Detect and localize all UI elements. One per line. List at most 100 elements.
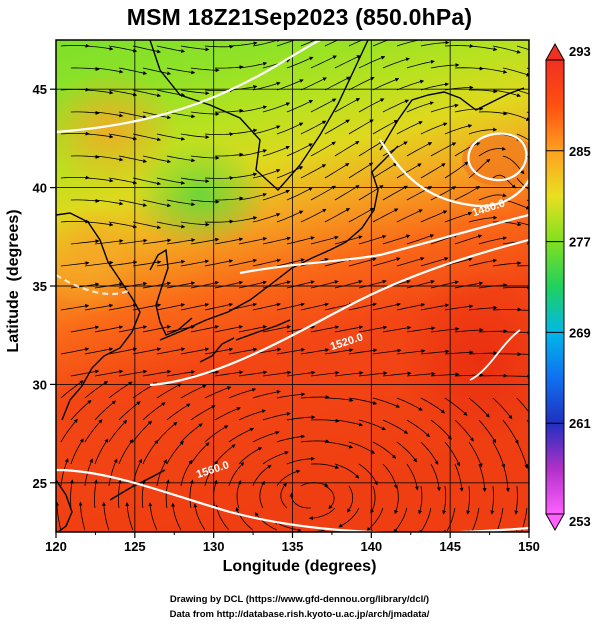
streamline [276,258,305,267]
colorbar-tick-label: 269 [569,325,591,340]
streamline [334,325,364,333]
streamline [348,208,375,223]
streamline [334,371,364,377]
streamline [276,210,304,223]
streamline [214,444,236,465]
streamline [444,161,469,179]
streamline [238,280,267,289]
streamline [372,40,390,47]
streamline [300,439,330,444]
streamline [84,419,103,443]
streamline [118,238,148,245]
streamline [180,133,210,140]
streamline [358,325,388,333]
streamline [204,302,234,311]
streamline [406,419,430,438]
streamline [276,79,304,91]
streamline [101,501,110,531]
streamline [468,158,491,179]
streamline [394,485,399,515]
streamline [142,402,166,421]
streamline [516,397,529,413]
streamline [492,441,506,469]
streamline [324,208,351,223]
streamline [468,127,498,135]
streamline [252,302,281,311]
y-axis: 25 30 35 40 45 [33,82,56,491]
streamline [228,427,255,443]
streamline [324,119,350,135]
streamline [358,371,388,377]
streamline [430,280,459,289]
streamline [189,479,194,509]
streamline [108,419,128,443]
streamline [84,303,114,311]
x-tick-label: 130 [203,539,225,554]
streamline [60,418,78,443]
height-contours [56,40,529,532]
streamline [118,439,134,465]
streamline [280,482,288,509]
streamline [430,63,460,69]
streamline [252,258,281,267]
streamline [142,281,172,289]
streamline [60,261,90,267]
streamline [358,141,384,157]
streamline [156,459,167,487]
streamline [180,459,193,487]
streamline [430,463,441,492]
streamline [180,259,210,267]
streamline [214,152,244,157]
streamline [132,177,162,186]
streamline [156,221,186,229]
streamline [478,193,507,201]
streamline [334,140,360,157]
colorbar-bottom-arrow [545,513,565,532]
streamline [347,485,354,513]
streamline [118,67,148,75]
streamline [180,347,210,355]
streamline [396,257,425,267]
streamline [444,304,474,311]
streamline [166,325,196,333]
streamline [166,281,196,289]
streamline [132,347,162,355]
streamline [108,347,138,355]
streamline [492,89,521,98]
streamline [358,234,387,245]
y-tick-label: 25 [33,476,47,491]
streamline [125,502,134,531]
streamline [468,351,498,356]
streamline [478,463,487,493]
colorbar-tick-label: 253 [569,514,591,529]
streamline [262,451,289,465]
y-tick-label: 35 [33,279,47,294]
streamline [444,397,468,416]
streamline [166,403,191,421]
streamline [94,111,124,118]
streamline [502,419,519,445]
streamline [372,302,401,311]
streamline [228,41,258,47]
streamline [94,282,124,289]
streamline [286,415,316,421]
streamline [156,133,186,141]
streamlines [56,40,529,532]
streamline [358,185,384,201]
streamline [204,259,234,267]
streamline [94,155,124,162]
streamline [180,423,203,443]
streamline [466,485,471,515]
streamline [204,176,234,181]
streamline [382,371,412,377]
streamline [180,45,210,52]
streamline [132,420,153,443]
streamline [468,89,498,94]
streamline [516,133,529,141]
streamline [406,326,436,333]
colorbar-tick-label: 293 [569,44,591,59]
streamline [382,141,408,157]
streamline [70,369,100,377]
streamline [190,199,220,204]
streamline [190,237,220,245]
